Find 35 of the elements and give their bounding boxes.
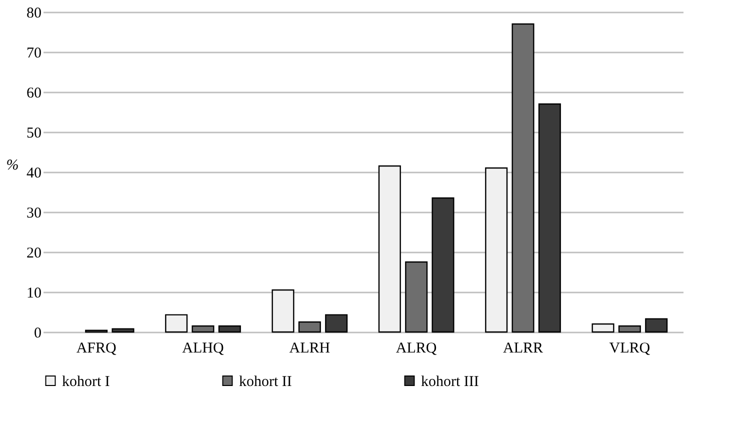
- bar: [432, 197, 454, 333]
- x-tick-label: ALRH: [289, 340, 330, 356]
- legend-label: kohort II: [239, 374, 292, 390]
- bar: [272, 289, 294, 333]
- x-tick-label: AFRQ: [76, 340, 117, 356]
- x-tick-label: ALRR: [502, 340, 544, 356]
- y-tick-label: 0: [34, 326, 42, 342]
- bar: [298, 321, 321, 333]
- bar: [592, 323, 614, 333]
- bar: [165, 314, 188, 333]
- bar: [512, 23, 534, 333]
- y-tick-label: 80: [26, 6, 42, 22]
- legend-label: kohort I: [62, 374, 110, 390]
- y-axis-title: %: [6, 158, 19, 174]
- bar: [405, 261, 428, 333]
- y-tick-label: 60: [26, 86, 42, 102]
- bar: [485, 167, 508, 333]
- bar: [192, 325, 214, 333]
- y-tick-label: 30: [26, 206, 42, 222]
- x-tick-label: ALRQ: [396, 340, 437, 356]
- x-tick-label: ALHQ: [182, 340, 224, 356]
- bar: [112, 328, 134, 333]
- y-tick-label: 10: [26, 286, 42, 302]
- y-tick-label: 20: [26, 246, 42, 262]
- bar: [378, 165, 401, 333]
- x-tick-label: VLRQ: [609, 340, 650, 356]
- y-tick-label: 40: [26, 166, 42, 182]
- bar: [325, 314, 348, 333]
- bar: [645, 318, 668, 333]
- y-tick-label: 70: [26, 46, 42, 62]
- bar: [218, 325, 241, 333]
- bar: [618, 325, 641, 333]
- y-tick-label: 50: [26, 126, 42, 142]
- bar: [538, 103, 561, 333]
- legend-label: kohort III: [421, 374, 479, 390]
